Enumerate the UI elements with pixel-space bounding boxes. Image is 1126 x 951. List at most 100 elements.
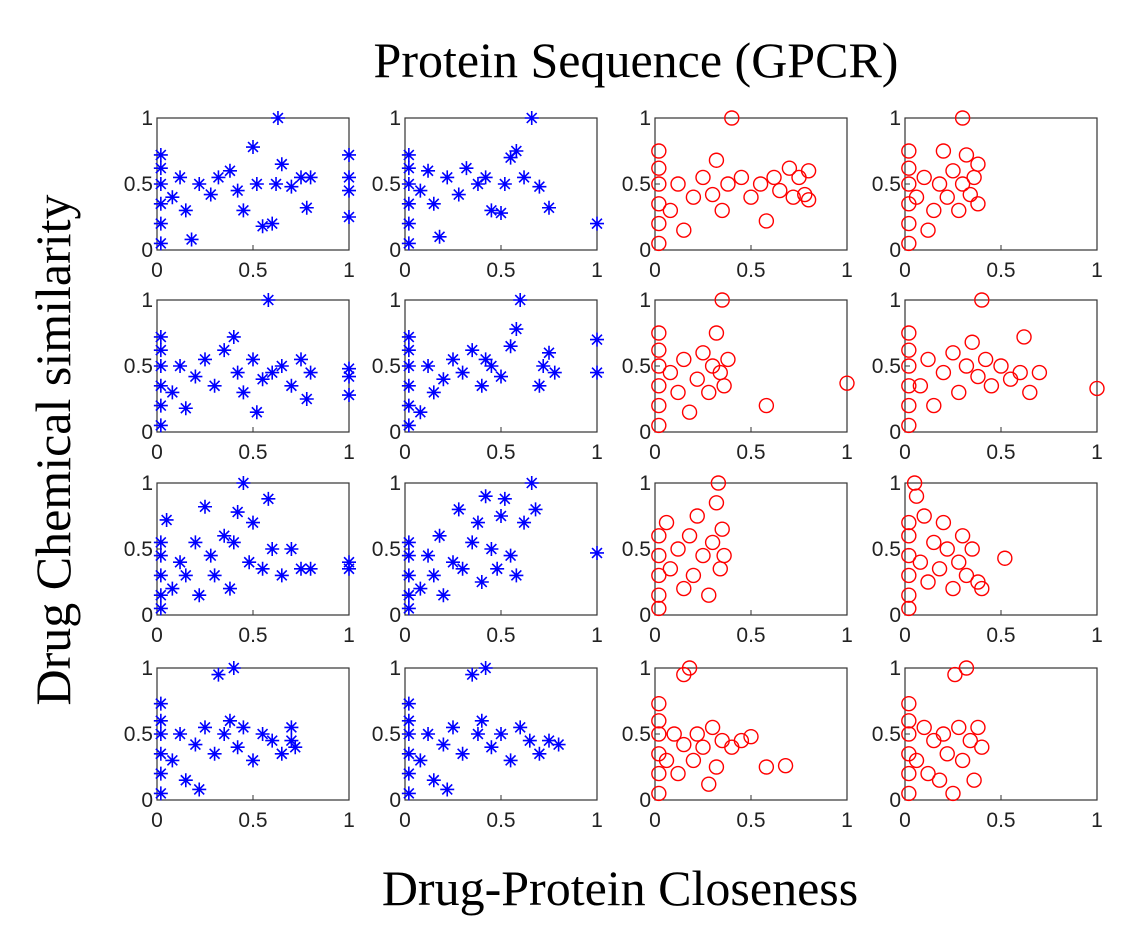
data-point <box>153 418 168 433</box>
data-point <box>547 365 562 380</box>
data-point <box>945 785 961 802</box>
y-tick-label: 1 <box>889 472 901 495</box>
data-point <box>708 325 725 341</box>
x-tick-label: 1 <box>343 624 355 647</box>
data-point <box>299 200 314 215</box>
data-point <box>676 736 692 753</box>
data-point <box>651 215 667 232</box>
data-point <box>701 384 717 401</box>
data-point <box>542 733 556 748</box>
y-tick-label: 1 <box>639 472 651 495</box>
data-point <box>426 385 441 400</box>
y-tick-label: 0 <box>889 604 901 627</box>
y-tick-label: 1 <box>389 472 401 495</box>
data-point <box>474 713 489 728</box>
data-point <box>165 753 180 768</box>
data-point <box>651 196 667 212</box>
y-tick-label: 1 <box>889 107 901 130</box>
data-point <box>651 342 667 358</box>
data-point <box>192 588 207 603</box>
data-point <box>401 713 416 728</box>
data-point <box>954 752 971 769</box>
x-tick-label: 1 <box>591 809 603 832</box>
y-tick-label: 0 <box>389 421 401 444</box>
data-point <box>401 343 416 358</box>
figure-ylabel: Drug Chemical similarity <box>25 194 81 705</box>
data-point <box>901 695 917 712</box>
data-point <box>478 352 493 367</box>
data-point <box>704 719 721 736</box>
data-point <box>926 202 942 219</box>
y-tick-label: 0.5 <box>372 355 401 378</box>
data-point <box>274 157 289 172</box>
data-point <box>920 765 936 782</box>
data-point <box>401 177 416 191</box>
x-tick-label: 0.5 <box>486 441 515 464</box>
data-point <box>901 785 917 802</box>
data-point <box>901 397 917 414</box>
data-point <box>651 567 667 584</box>
axes-box <box>904 299 1098 433</box>
data-point <box>714 202 730 219</box>
x-tick-label: 1 <box>591 441 603 464</box>
x-tick-label: 0 <box>151 259 163 282</box>
data-point <box>772 182 788 199</box>
data-point <box>153 343 168 358</box>
x-tick-label: 0 <box>399 259 411 282</box>
data-point <box>704 186 721 203</box>
x-tick-label: 0 <box>399 441 411 464</box>
x-tick-label: 1 <box>343 259 355 282</box>
data-point <box>954 110 971 126</box>
data-point <box>695 739 711 755</box>
data-point <box>226 535 241 550</box>
data-point <box>716 378 732 394</box>
y-tick-label: 1 <box>141 657 153 680</box>
data-point <box>432 528 447 543</box>
data-point <box>401 236 416 251</box>
subplot-r4c2: 0 0.5 1 0 0.5 1 <box>372 657 603 832</box>
x-tick-label: 0.5 <box>238 259 267 282</box>
data-point <box>1012 364 1028 381</box>
data-point <box>470 727 485 741</box>
axes-box <box>404 482 598 616</box>
data-point <box>342 555 356 570</box>
data-point <box>951 384 967 401</box>
data-point <box>651 713 667 729</box>
subplot-r1c3: 0 0.5 1 0 0.5 1 <box>622 107 853 282</box>
data-point <box>658 752 675 769</box>
data-point <box>651 528 667 544</box>
data-point <box>666 726 682 742</box>
data-point <box>192 177 207 191</box>
data-point <box>951 554 967 570</box>
data-point <box>517 170 532 185</box>
data-point <box>733 169 750 186</box>
axes-box <box>904 117 1098 251</box>
data-point <box>246 352 260 367</box>
data-point <box>153 786 168 801</box>
data-point <box>524 476 539 490</box>
data-point <box>676 222 692 238</box>
y-tick-label: 1 <box>141 107 153 130</box>
data-point <box>766 169 782 186</box>
data-point <box>226 329 241 344</box>
data-point <box>226 661 241 675</box>
data-point <box>188 535 203 550</box>
data-point <box>931 176 948 192</box>
data-point <box>797 186 813 203</box>
data-point <box>509 322 524 337</box>
data-point <box>153 329 168 344</box>
data-point <box>954 176 971 192</box>
y-tick-label: 0 <box>389 239 401 262</box>
data-point <box>939 541 955 557</box>
data-point <box>153 196 168 211</box>
y-tick-label: 0 <box>889 239 901 262</box>
data-point <box>536 359 551 373</box>
y-tick-label: 0 <box>639 604 651 627</box>
x-tick-label: 1 <box>343 441 355 464</box>
data-point <box>246 515 260 530</box>
data-point <box>401 766 416 781</box>
data-point <box>901 417 917 434</box>
x-tick-label: 0 <box>899 441 911 464</box>
x-tick-label: 1 <box>841 259 853 282</box>
data-point <box>490 561 505 576</box>
